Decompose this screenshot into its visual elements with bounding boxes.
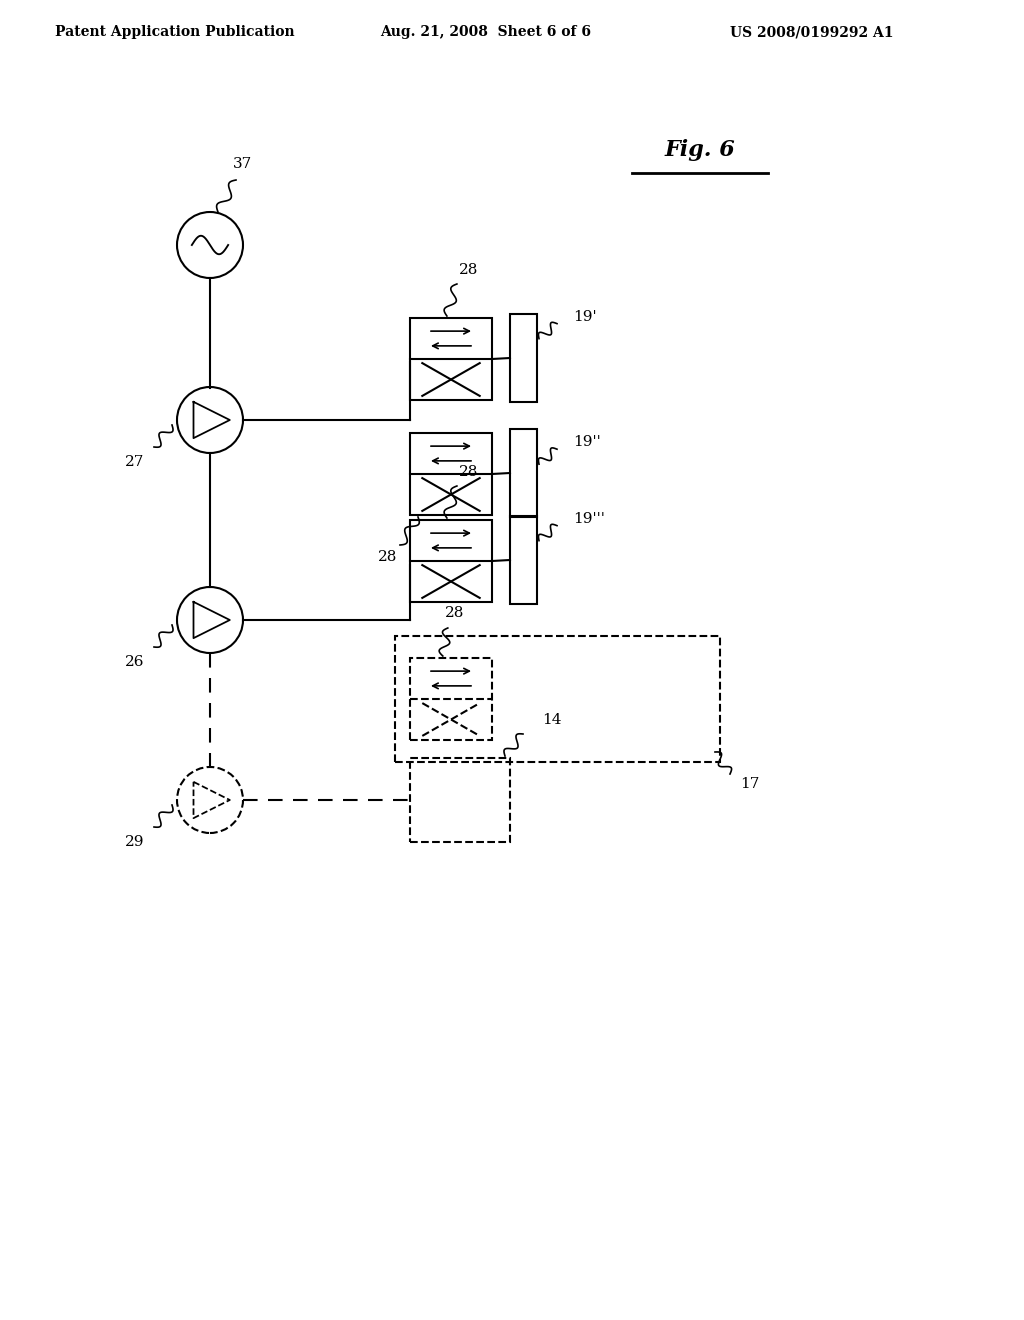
- Text: 37: 37: [232, 157, 252, 172]
- Text: 19''': 19''': [573, 512, 605, 525]
- Text: Aug. 21, 2008  Sheet 6 of 6: Aug. 21, 2008 Sheet 6 of 6: [380, 25, 591, 40]
- Bar: [410, 433, 492, 515]
- Text: US 2008/0199292 A1: US 2008/0199292 A1: [730, 25, 894, 40]
- Text: 26: 26: [125, 655, 144, 669]
- Text: 28: 28: [459, 263, 478, 277]
- Text: 29: 29: [125, 836, 144, 849]
- Bar: [410, 657, 492, 741]
- Text: 28: 28: [445, 606, 465, 620]
- Text: 28: 28: [459, 465, 478, 479]
- Text: 17: 17: [740, 777, 760, 791]
- Text: 19': 19': [573, 310, 597, 323]
- Bar: [510, 516, 537, 605]
- Text: 19'': 19'': [573, 436, 601, 449]
- Bar: [510, 429, 537, 517]
- Bar: [395, 636, 720, 762]
- Text: 27: 27: [125, 455, 144, 469]
- Bar: [410, 520, 492, 602]
- Text: 14: 14: [543, 713, 562, 727]
- Text: Fig. 6: Fig. 6: [665, 139, 735, 161]
- Bar: [410, 758, 510, 842]
- Bar: [510, 314, 537, 403]
- Text: Patent Application Publication: Patent Application Publication: [55, 25, 295, 40]
- Text: 28: 28: [378, 550, 397, 564]
- Bar: [410, 318, 492, 400]
